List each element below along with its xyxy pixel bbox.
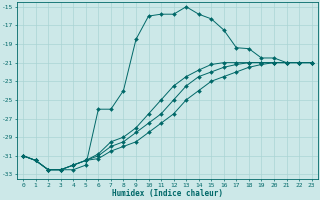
- X-axis label: Humidex (Indice chaleur): Humidex (Indice chaleur): [112, 189, 223, 198]
